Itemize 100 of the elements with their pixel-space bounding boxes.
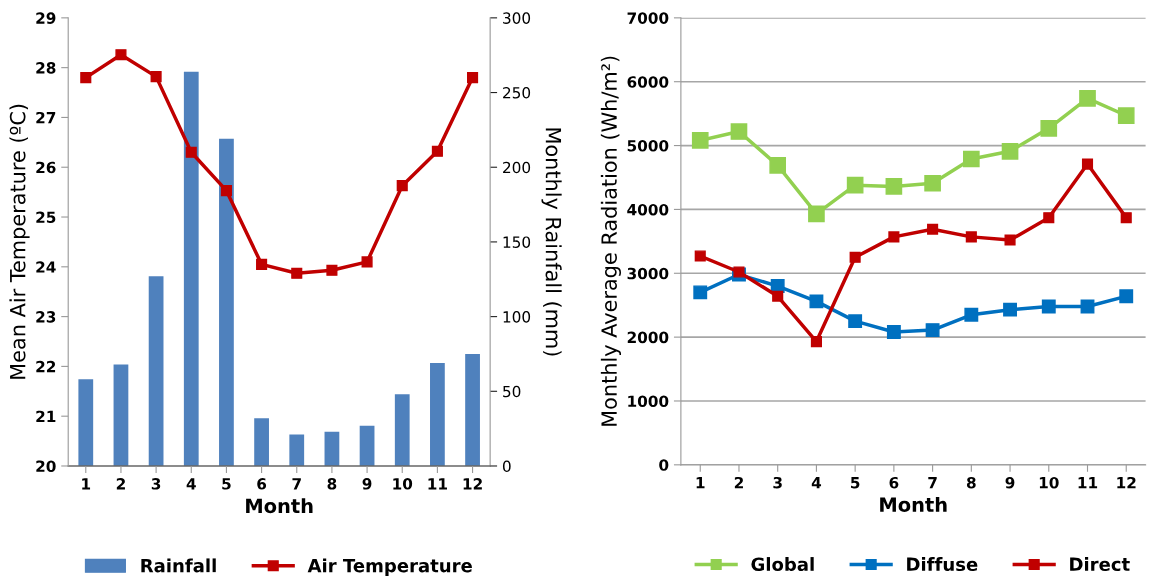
y-tick-label: 26 — [36, 161, 56, 174]
bar — [289, 434, 305, 466]
x-axis-title: Month — [246, 498, 313, 514]
y-tick-label: 6000 — [627, 76, 669, 88]
y-tick-label: 22 — [36, 360, 56, 373]
point — [769, 157, 787, 174]
x-tick-label: 8 — [327, 478, 337, 490]
point — [80, 72, 92, 84]
x-tick-label: 4 — [811, 477, 822, 489]
y-tick-label: 20 — [36, 460, 56, 473]
x-tick-label: 7 — [292, 478, 301, 490]
x-axis-title: Month — [880, 496, 947, 513]
y-tick-label: 4000 — [627, 203, 669, 216]
point — [691, 132, 709, 149]
y-axis-title: Mean Air Temperature (ºC) — [9, 104, 30, 379]
point — [809, 294, 824, 309]
point — [1001, 142, 1019, 160]
y2-tick-label: 250 — [503, 87, 531, 99]
y-tick-label: 5000 — [627, 140, 669, 152]
y-axis-title: Monthly Average Radiation (Wh/m²) — [600, 56, 621, 426]
x-tick-label: 1 — [82, 478, 91, 490]
point — [730, 123, 748, 140]
legend-label: Direct — [1070, 557, 1130, 572]
y-tick-label: 23 — [36, 311, 56, 323]
x-tick-label: 2 — [116, 478, 125, 490]
point — [924, 174, 941, 192]
x-tick-label: 9 — [362, 478, 372, 490]
x-tick-label: 11 — [428, 478, 447, 490]
point — [256, 258, 268, 270]
y-tick-label: 25 — [36, 211, 56, 224]
y2-tick-label: 50 — [503, 385, 521, 398]
y2-tick-label: 100 — [503, 311, 531, 323]
point — [467, 72, 479, 84]
point — [1040, 119, 1058, 137]
y-tick-label: 21 — [36, 410, 56, 422]
x-tick-label: 3 — [151, 478, 161, 490]
point — [927, 223, 939, 235]
y-tick-label: 1000 — [628, 395, 669, 407]
point — [220, 185, 232, 197]
point — [185, 146, 197, 158]
legend-label: Diffuse — [907, 557, 978, 572]
point — [885, 178, 903, 195]
point — [1041, 299, 1056, 314]
y2-tick-label: 150 — [503, 236, 531, 248]
legend-label: Rainfall — [141, 558, 216, 573]
x-tick-label: 5 — [222, 478, 231, 490]
point — [849, 251, 861, 263]
point — [772, 290, 784, 302]
y-tick-label: 3000 — [627, 267, 669, 280]
point — [150, 71, 162, 83]
point — [733, 266, 745, 278]
x-tick-label: 9 — [1005, 476, 1015, 489]
x-tick-label: 12 — [463, 478, 482, 490]
bar — [430, 362, 445, 466]
bar — [359, 425, 375, 466]
bar — [254, 418, 269, 466]
legend-label: Global — [751, 557, 814, 572]
y-tick-label: 2000 — [627, 331, 669, 344]
point — [291, 267, 303, 279]
point — [965, 231, 977, 243]
y2-tick-label: 0 — [502, 460, 511, 473]
point — [1081, 158, 1094, 170]
point — [431, 145, 443, 157]
y-tick-label: 28 — [36, 62, 56, 74]
y-tick-label: 27 — [36, 111, 56, 124]
point — [925, 323, 940, 338]
point — [848, 314, 863, 329]
x-tick-label: 12 — [1117, 476, 1136, 489]
point — [115, 49, 127, 61]
bar — [465, 353, 480, 466]
legend-label: Air Temperature — [307, 558, 472, 576]
point — [846, 176, 864, 194]
bar — [394, 394, 410, 466]
point — [1004, 234, 1016, 246]
y-tick-label: 0 — [659, 459, 669, 471]
point — [810, 336, 822, 348]
point — [808, 205, 825, 223]
y2-tick-label: 300 — [503, 12, 531, 24]
point — [1043, 212, 1055, 224]
y-tick-label: 7000 — [627, 12, 669, 24]
point — [888, 231, 900, 243]
point — [1120, 212, 1132, 224]
x-tick-label: 5 — [851, 477, 860, 489]
point — [1003, 302, 1018, 317]
x-tick-label: 6 — [889, 476, 899, 489]
point — [962, 150, 980, 168]
bar — [148, 276, 164, 466]
bar — [183, 71, 199, 466]
point — [1117, 107, 1135, 124]
bar — [219, 138, 234, 466]
y-tick-label: 29 — [36, 12, 56, 24]
x-tick-label: 3 — [773, 476, 782, 489]
x-tick-label: 10 — [1039, 476, 1059, 489]
y2-tick-label: 200 — [503, 161, 531, 174]
point — [326, 264, 338, 276]
y-tick-label: 24 — [36, 261, 56, 273]
bar — [113, 364, 129, 466]
x-tick-label: 7 — [928, 477, 937, 489]
point — [964, 307, 979, 322]
point — [694, 250, 706, 262]
